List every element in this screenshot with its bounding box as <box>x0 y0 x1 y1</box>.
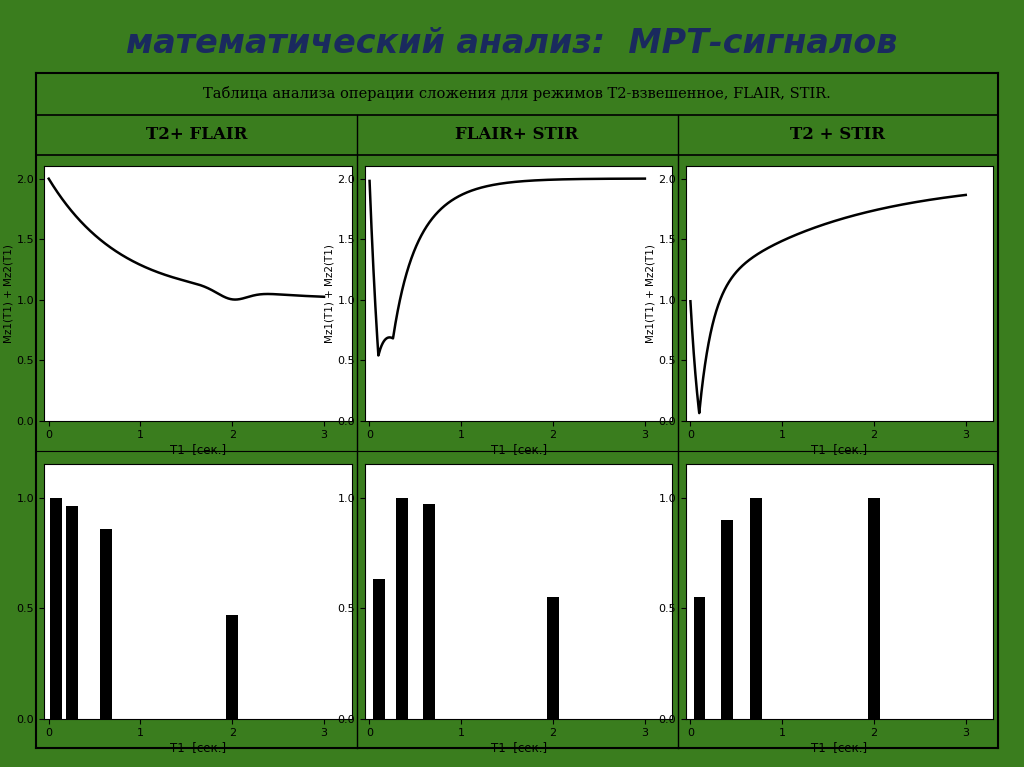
Bar <box>547 597 559 719</box>
Bar <box>423 504 435 719</box>
Y-axis label: Mz1(T1) + Mz2(T1): Mz1(T1) + Mz2(T1) <box>325 244 335 343</box>
Bar <box>226 615 239 719</box>
Bar <box>373 579 385 719</box>
Text: математический анализ:  МРТ-сигналов: математический анализ: МРТ-сигналов <box>126 27 898 60</box>
X-axis label: T1  [сек.]: T1 [сек.] <box>811 443 867 456</box>
X-axis label: T1  [сек.]: T1 [сек.] <box>170 741 226 754</box>
Text: T2+ FLAIR: T2+ FLAIR <box>145 127 247 143</box>
Bar <box>751 498 763 719</box>
Bar <box>395 498 408 719</box>
Bar <box>50 498 61 719</box>
Text: T2 + STIR: T2 + STIR <box>791 127 886 143</box>
Text: Таблица анализа операции сложения для режимов Т2-взвешенное, FLAIR, STIR.: Таблица анализа операции сложения для ре… <box>203 87 831 101</box>
X-axis label: T1  [сек.]: T1 [сек.] <box>170 443 226 456</box>
Bar <box>868 498 880 719</box>
Y-axis label: Mz1(T1) + Mz2(T1): Mz1(T1) + Mz2(T1) <box>4 244 13 343</box>
Bar <box>693 597 706 719</box>
Bar <box>721 520 733 719</box>
X-axis label: T1  [сек.]: T1 [сек.] <box>490 443 547 456</box>
X-axis label: T1  [сек.]: T1 [сек.] <box>490 741 547 754</box>
Y-axis label: Mz1(T1) + Mz2(T1): Mz1(T1) + Mz2(T1) <box>645 244 655 343</box>
Bar <box>99 528 112 719</box>
Text: FLAIR+ STIR: FLAIR+ STIR <box>456 127 579 143</box>
X-axis label: T1  [сек.]: T1 [сек.] <box>811 741 867 754</box>
Bar <box>66 506 78 719</box>
